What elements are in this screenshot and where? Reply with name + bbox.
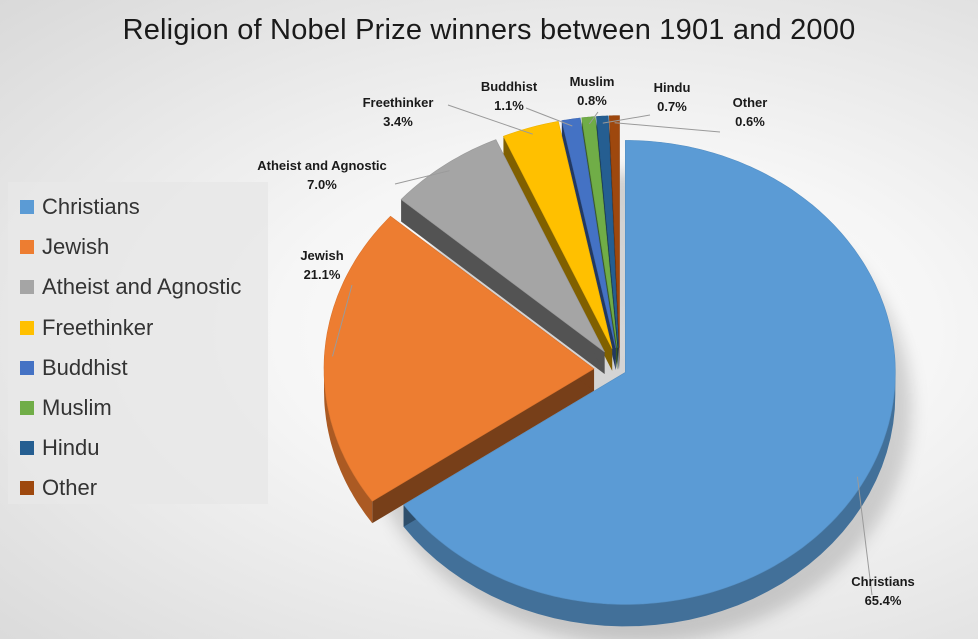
data-label-value-muslim: 0.8%: [577, 93, 607, 108]
data-label-value-freethinker: 3.4%: [383, 114, 413, 129]
legend-label: Other: [42, 475, 98, 501]
chart-legend: Christians Jewish Atheist and Agnostic Free…: [8, 182, 268, 504]
leader-line-buddhist: [525, 107, 573, 127]
legend-swatch: [20, 441, 34, 456]
pie-slice-atheist-and-agnostic: [400, 139, 605, 353]
legend-item-other: Other: [8, 468, 268, 508]
data-label-value-atheist-and-agnostic: 7.0%: [307, 177, 337, 192]
legend-label: Muslim: [42, 395, 112, 421]
legend-label: Buddhist: [42, 354, 128, 380]
legend-label: Christians: [42, 194, 140, 220]
leader-line-jewish: [332, 284, 353, 357]
data-label-value-christians: 65.4%: [865, 593, 902, 608]
pie-slice-other: [608, 115, 620, 348]
legend-item-atheist-and-agnostic: Atheist and Agnostic: [8, 267, 268, 307]
legend-item-freethinker: Freethinker: [8, 308, 268, 348]
legend-swatch: [20, 200, 34, 215]
data-label-value-buddhist: 1.1%: [494, 98, 524, 113]
legend-item-hindu: Hindu: [8, 428, 268, 468]
data-label-value-jewish: 21.1%: [304, 267, 341, 282]
legend-swatch: [20, 401, 34, 416]
pie-slice-hindu: [596, 115, 619, 348]
legend-item-jewish: Jewish: [8, 227, 268, 267]
data-label-value-other: 0.6%: [735, 114, 765, 129]
data-label-name-freethinker: Freethinker: [363, 95, 434, 110]
data-label-name-hindu: Hindu: [654, 80, 691, 95]
legend-swatch: [20, 320, 34, 335]
legend-swatch: [20, 240, 34, 255]
leader-line-hindu: [602, 114, 651, 124]
legend-label: Freethinker: [42, 314, 154, 340]
legend-item-buddhist: Buddhist: [8, 348, 268, 388]
legend-swatch: [20, 280, 34, 295]
leader-line-freethinker: [447, 104, 533, 135]
data-label-name-other: Other: [733, 95, 768, 110]
data-label-name-christians: Christians: [851, 574, 915, 589]
leader-line-atheist-and-agnostic: [394, 170, 450, 185]
pie-slice-christians: [403, 140, 896, 605]
legend-swatch: [20, 481, 34, 496]
legend-item-christians: Christians: [8, 187, 268, 227]
pie-slice-freethinker: [502, 121, 613, 349]
legend-label: Hindu: [42, 435, 100, 461]
chart-title: Religion of Nobel Prize winners between …: [122, 14, 856, 46]
legend-swatch: [20, 360, 34, 375]
data-label-name-atheist-and-agnostic: Atheist and Agnostic: [257, 158, 387, 173]
legend-label: Atheist and Agnostic: [42, 274, 242, 300]
leader-line-muslim: [588, 111, 599, 125]
legend-item-muslim: Muslim: [8, 388, 268, 428]
pie-slice-buddhist: [561, 117, 616, 349]
legend-label: Jewish: [42, 234, 110, 260]
data-label-name-buddhist: Buddhist: [481, 79, 538, 94]
leader-line-christians: [856, 476, 873, 596]
leader-line-other: [614, 122, 721, 133]
data-label-value-hindu: 0.7%: [657, 99, 687, 114]
data-label-name-jewish: Jewish: [300, 248, 343, 263]
data-label-name-muslim: Muslim: [570, 74, 615, 89]
pie-slice-jewish: [323, 215, 595, 502]
